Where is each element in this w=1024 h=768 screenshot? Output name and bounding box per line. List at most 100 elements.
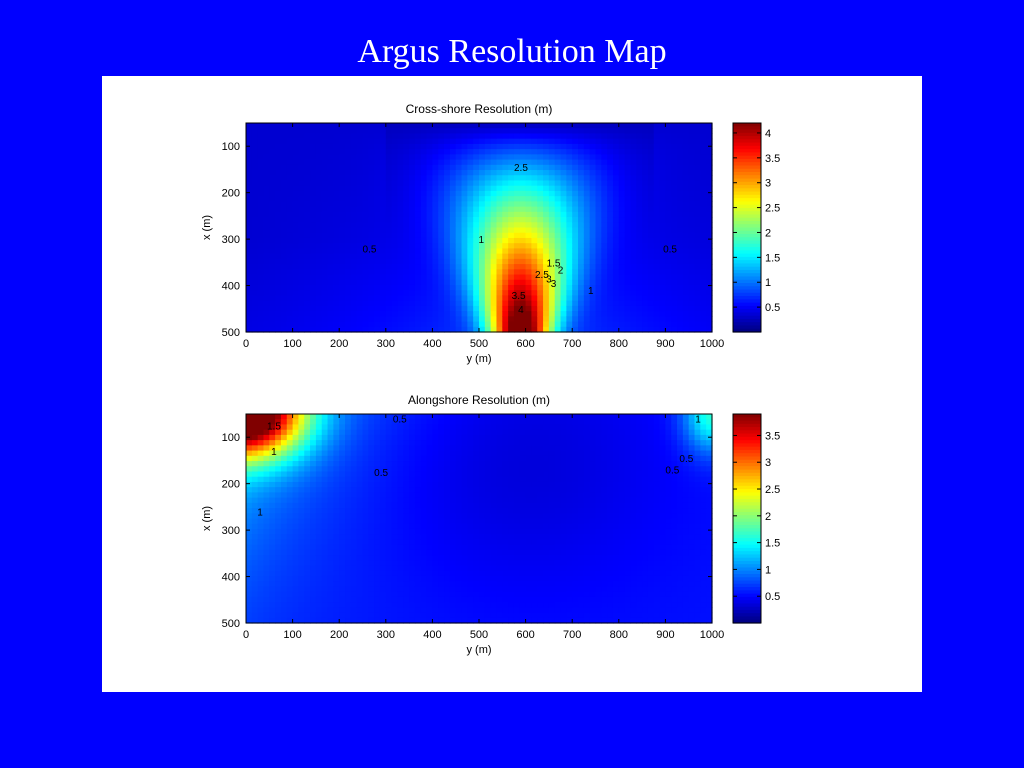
heatmap-cell [589,237,597,244]
heatmap-cell [403,185,410,192]
heatmap-cell [461,206,468,213]
heatmap-cell [327,612,334,619]
heatmap-cell [624,164,632,171]
heatmap-cell [350,253,358,260]
heatmap-cell [642,149,649,155]
heatmap-cell [257,258,265,265]
heatmap-cell [350,326,358,333]
heatmap-cell [298,258,305,265]
heatmap-cell [292,497,300,504]
heatmap-cell [310,434,317,441]
heatmap-cell [496,300,503,307]
heatmap-cell [257,513,265,520]
heatmap-cell [449,274,457,281]
heatmap-cell [379,575,387,582]
heatmap-cell [304,414,311,420]
heatmap-cell [327,502,334,509]
colorbar-tick-label: 0.5 [765,302,780,314]
heatmap-cell [618,170,626,176]
heatmap-cell [479,133,486,140]
heatmap-cell [519,305,527,312]
heatmap-cell [403,133,410,140]
heatmap-cell [397,133,404,140]
heatmap-cell [292,321,300,328]
heatmap-cell [682,253,690,260]
heatmap-cell [362,497,369,504]
heatmap-cell [298,185,305,192]
heatmap-cell [327,476,334,483]
heatmap-cell [473,445,480,452]
heatmap-cell [246,206,253,213]
heatmap-cell [572,326,579,333]
heatmap-cell [379,539,387,546]
heatmap-cell [554,269,562,276]
colorbar-segment [733,188,761,193]
heatmap-cell [455,164,463,171]
heatmap-cell [467,185,474,192]
heatmap-cell [356,185,364,192]
heatmap-cell [513,133,521,140]
heatmap-cell [607,159,614,166]
heatmap-cell [298,591,305,598]
heatmap-cell [612,274,620,281]
heatmap-cell [548,253,556,260]
heatmap-cell [269,290,276,297]
heatmap-cell [246,269,253,276]
heatmap-cell [449,222,457,229]
heatmap-cell [251,279,259,286]
heatmap-cell [292,133,300,140]
heatmap-cell [246,295,253,302]
heatmap-cell [432,440,439,446]
heatmap-cell [374,185,381,192]
heatmap-cell [420,128,428,135]
heatmap-cell [280,248,288,255]
heatmap-cell [502,274,509,281]
heatmap-cell [321,591,329,598]
heatmap-cell [607,258,614,265]
heatmap-cell [379,133,387,140]
heatmap-cell [379,544,387,551]
heatmap-cell [350,232,358,239]
heatmap-cell [269,123,276,129]
heatmap-cell [251,196,259,202]
heatmap-cell [327,185,334,192]
heatmap-cell [246,461,253,467]
heatmap-cell [677,123,684,129]
heatmap-cell [379,534,387,540]
heatmap-cell [467,159,474,166]
heatmap-cell [385,133,393,140]
heatmap-cell [490,305,498,312]
heatmap-cell [286,492,294,499]
heatmap-cell [286,450,294,457]
heatmap-cell [677,138,684,145]
heatmap-cell [246,222,253,229]
heatmap-cell [275,305,282,312]
heatmap-cell [595,128,602,135]
heatmap-cell [339,185,346,192]
heatmap-cell [706,279,713,286]
heatmap-cell [706,196,713,202]
heatmap-cell [455,264,463,270]
heatmap-cell [292,237,300,244]
heatmap-cell [473,476,480,483]
heatmap-cell [461,534,468,540]
heatmap-cell [321,440,329,446]
heatmap-cell [327,284,334,291]
heatmap-cell [694,211,701,218]
heatmap-cell [286,123,294,129]
heatmap-cell [409,180,416,187]
heatmap-cell [286,138,294,145]
heatmap-cell [607,253,614,260]
heatmap-cell [251,326,259,333]
heatmap-cell [659,284,666,291]
heatmap-cell [578,237,585,244]
heatmap-cell [502,305,509,312]
heatmap-cell [543,211,550,218]
heatmap-cell [350,222,358,229]
heatmap-cell [513,175,521,182]
heatmap-cell [531,201,538,208]
heatmap-cell [467,429,474,436]
heatmap-cell [280,455,288,462]
heatmap-cell [467,143,474,150]
heatmap-cell [671,123,678,129]
